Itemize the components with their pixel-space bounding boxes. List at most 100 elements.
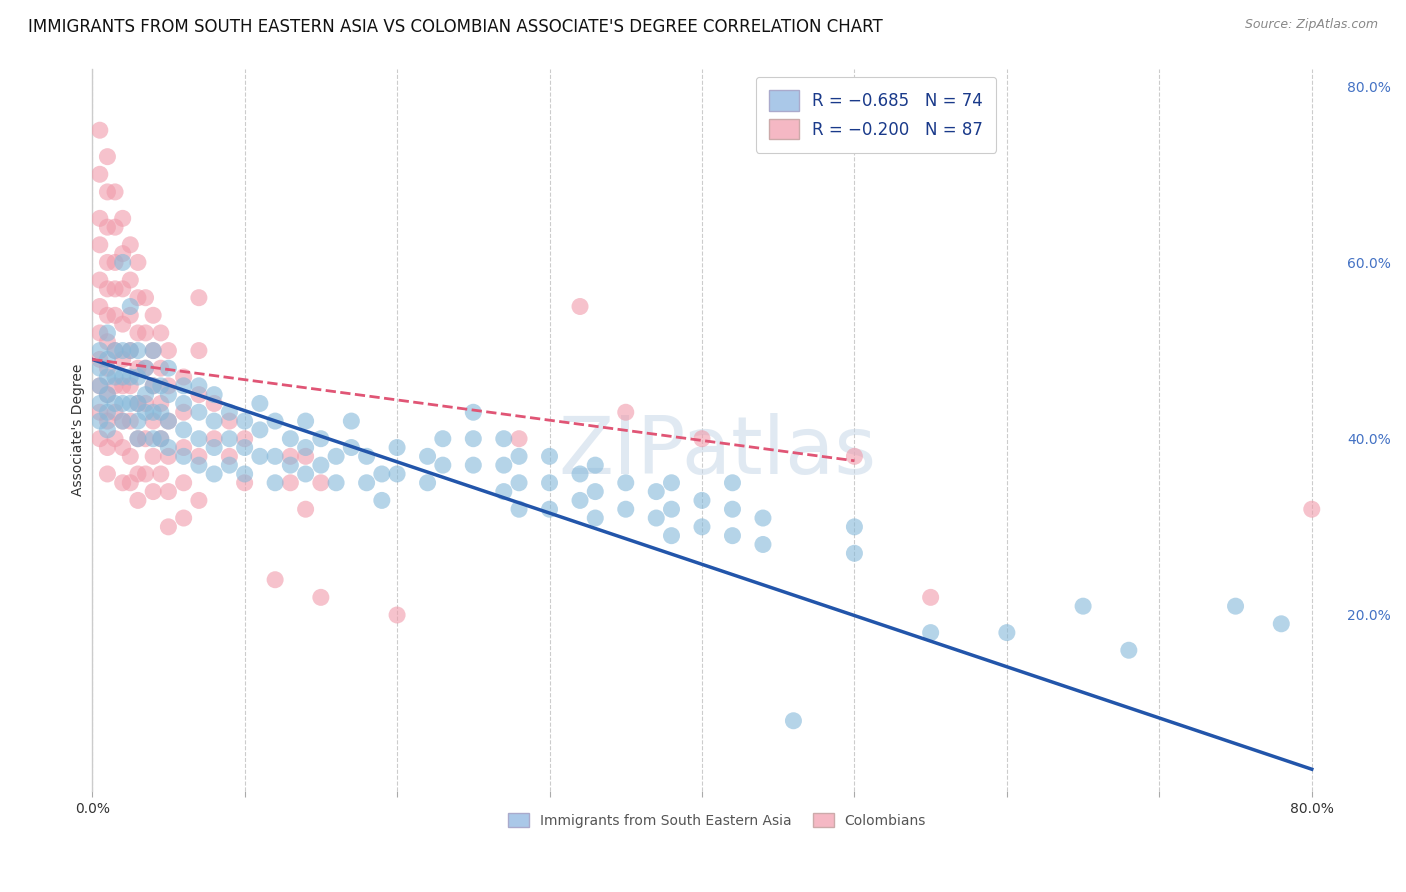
- Point: [294, 414, 316, 428]
- Point: [142, 432, 165, 446]
- Point: [157, 414, 180, 428]
- Point: [96, 441, 118, 455]
- Point: [120, 396, 142, 410]
- Point: [614, 502, 637, 516]
- Point: [104, 379, 127, 393]
- Point: [583, 511, 606, 525]
- Point: [385, 607, 408, 622]
- Point: [416, 450, 439, 464]
- Point: [149, 432, 172, 446]
- Point: [233, 414, 256, 428]
- Point: [844, 546, 866, 560]
- Point: [96, 220, 118, 235]
- Point: [583, 484, 606, 499]
- Point: [96, 370, 118, 384]
- Point: [173, 423, 195, 437]
- Point: [127, 396, 149, 410]
- Point: [202, 396, 225, 410]
- Point: [294, 467, 316, 481]
- Point: [142, 484, 165, 499]
- Point: [1301, 502, 1323, 516]
- Point: [432, 432, 454, 446]
- Point: [202, 432, 225, 446]
- Point: [492, 432, 515, 446]
- Point: [187, 343, 209, 358]
- Point: [96, 185, 118, 199]
- Point: [371, 467, 394, 481]
- Point: [752, 511, 775, 525]
- Point: [264, 450, 287, 464]
- Point: [111, 211, 134, 226]
- Point: [157, 379, 180, 393]
- Point: [173, 396, 195, 410]
- Point: [538, 502, 561, 516]
- Text: IMMIGRANTS FROM SOUTH EASTERN ASIA VS COLOMBIAN ASSOCIATE'S DEGREE CORRELATION C: IMMIGRANTS FROM SOUTH EASTERN ASIA VS CO…: [28, 18, 883, 36]
- Point: [149, 405, 172, 419]
- Point: [173, 379, 195, 393]
- Point: [492, 458, 515, 472]
- Point: [218, 414, 240, 428]
- Point: [356, 475, 378, 490]
- Point: [111, 441, 134, 455]
- Point: [187, 291, 209, 305]
- Point: [202, 387, 225, 401]
- Text: ZIPatlas: ZIPatlas: [558, 413, 876, 491]
- Point: [104, 308, 127, 322]
- Point: [104, 432, 127, 446]
- Point: [111, 352, 134, 367]
- Point: [264, 475, 287, 490]
- Point: [135, 291, 157, 305]
- Point: [173, 370, 195, 384]
- Point: [661, 475, 683, 490]
- Point: [142, 405, 165, 419]
- Point: [135, 405, 157, 419]
- Point: [233, 475, 256, 490]
- Point: [135, 387, 157, 401]
- Point: [920, 625, 942, 640]
- Point: [233, 467, 256, 481]
- Point: [508, 475, 530, 490]
- Point: [149, 396, 172, 410]
- Point: [463, 432, 485, 446]
- Point: [492, 484, 515, 499]
- Point: [127, 326, 149, 340]
- Point: [120, 414, 142, 428]
- Point: [104, 282, 127, 296]
- Point: [173, 475, 195, 490]
- Point: [104, 220, 127, 235]
- Point: [371, 493, 394, 508]
- Point: [249, 423, 271, 437]
- Point: [690, 520, 713, 534]
- Point: [340, 414, 363, 428]
- Point: [120, 379, 142, 393]
- Point: [142, 343, 165, 358]
- Point: [89, 361, 111, 376]
- Point: [309, 475, 332, 490]
- Point: [157, 450, 180, 464]
- Point: [96, 387, 118, 401]
- Point: [89, 343, 111, 358]
- Point: [463, 458, 485, 472]
- Point: [120, 308, 142, 322]
- Point: [89, 352, 111, 367]
- Point: [89, 414, 111, 428]
- Point: [569, 300, 592, 314]
- Legend: Immigrants from South Eastern Asia, Colombians: Immigrants from South Eastern Asia, Colo…: [502, 806, 934, 835]
- Point: [111, 414, 134, 428]
- Point: [104, 343, 127, 358]
- Point: [89, 300, 111, 314]
- Point: [157, 441, 180, 455]
- Point: [149, 379, 172, 393]
- Point: [508, 450, 530, 464]
- Point: [135, 361, 157, 376]
- Point: [280, 458, 302, 472]
- Point: [111, 370, 134, 384]
- Point: [89, 432, 111, 446]
- Point: [385, 467, 408, 481]
- Point: [111, 282, 134, 296]
- Point: [325, 450, 347, 464]
- Point: [690, 493, 713, 508]
- Point: [294, 441, 316, 455]
- Point: [187, 379, 209, 393]
- Point: [89, 237, 111, 252]
